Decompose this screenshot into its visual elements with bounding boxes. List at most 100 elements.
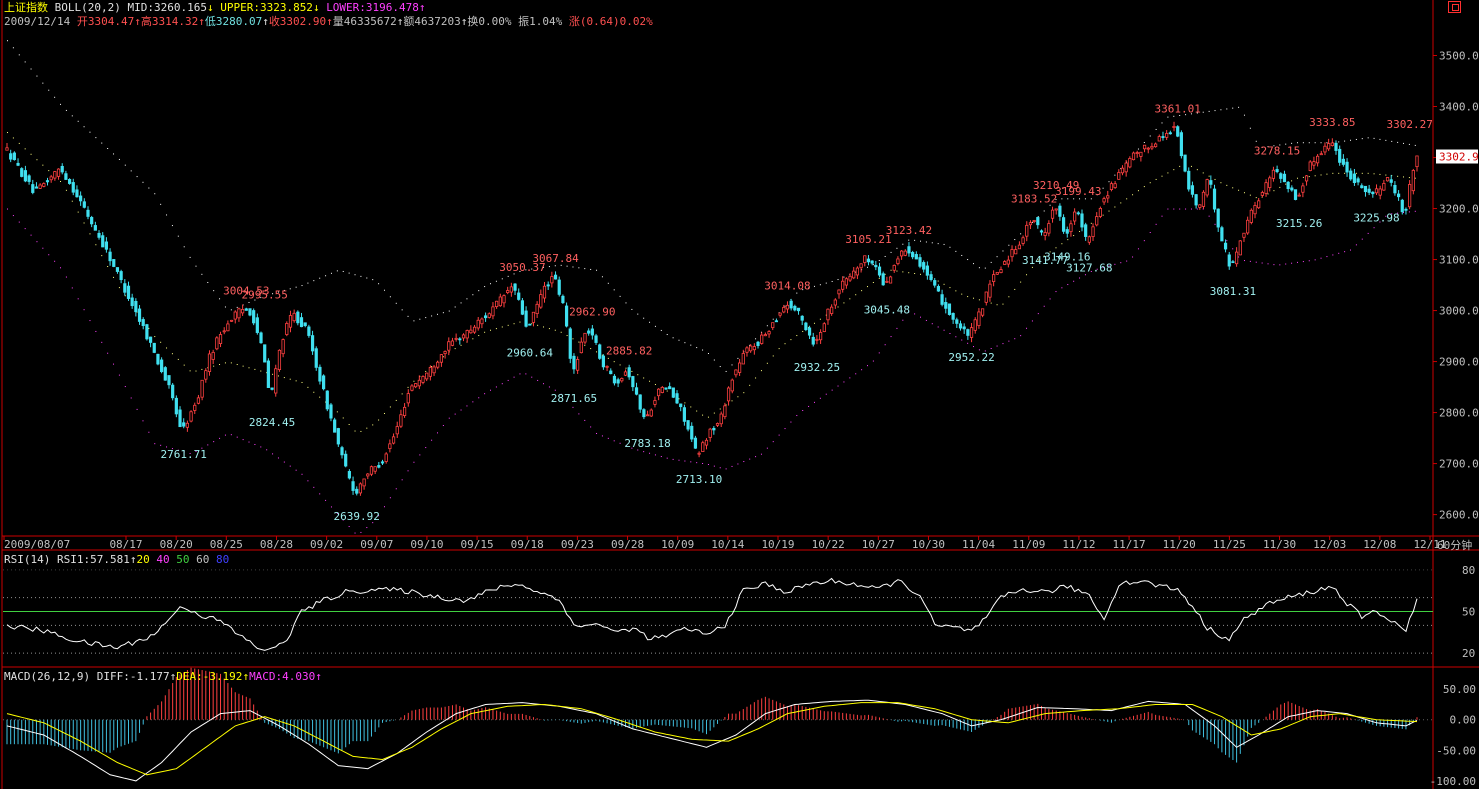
band-dot [366,527,368,529]
candle-body [439,354,444,363]
candle-body [859,263,863,269]
candle-body [564,305,569,327]
band-dot [507,275,509,277]
candle-body [299,317,304,328]
band-dot [501,326,503,328]
band-dot [1414,210,1416,212]
macd-y-tick-label: 50.00 [1443,683,1476,696]
macd-header: MACD(26,12,9) DIFF:-1.177↑DEA:-3.192↑MAC… [4,670,322,683]
candle-body [675,393,679,404]
band-dot [601,354,603,356]
band-dot [1291,262,1293,264]
band-dot [89,131,91,133]
candle-body [502,295,506,304]
candle-body [1367,188,1371,193]
maximize-icon[interactable] [1448,1,1461,13]
band-dot [1208,215,1210,217]
band-dot [1403,176,1405,178]
band-dot [166,214,168,216]
candle-body [760,334,764,344]
band-dot [336,411,338,413]
candle-body [1028,222,1033,226]
candle-body [701,442,705,452]
band-dot [77,211,79,213]
band-dot [784,343,786,345]
band-dot [1002,343,1004,345]
candle-body [1371,191,1375,195]
band-dot [1326,256,1328,258]
band-dot [890,251,892,253]
band-dot [213,290,215,292]
candle-body [1165,133,1169,138]
band-dot [1202,172,1204,174]
band-dot [1043,210,1045,212]
band-dot [189,452,191,454]
band-dot [1403,142,1405,144]
band-dot [260,370,262,372]
band-dot [18,221,20,223]
candle-body [1235,251,1239,265]
candle-body [1043,232,1047,236]
band-dot [1196,169,1198,171]
band-dot [1232,248,1234,250]
band-dot [425,370,427,372]
price-low-label: 3045.48 [864,304,910,317]
candle-body [23,170,28,182]
band-dot [1232,107,1234,109]
candle-body [1260,192,1264,196]
candle-body [899,250,904,257]
band-dot [195,450,197,452]
band-dot [1302,261,1304,263]
band-dot [1132,256,1134,258]
candle-body [495,300,499,307]
band-dot [1155,178,1157,180]
candle-body [793,305,797,311]
band-dot [778,434,780,436]
band-dot [295,380,297,382]
band-dot [566,400,568,402]
band-dot [330,506,332,508]
band-dot [207,444,209,446]
band-dot [896,247,898,249]
band-dot [1196,208,1198,210]
candle-body [1091,226,1095,238]
x-tick-label: 11/20 [1163,538,1196,551]
band-dot [861,369,863,371]
band-dot [177,358,179,360]
band-dot [531,268,533,270]
band-dot [725,468,727,470]
band-dot [266,449,268,451]
band-dot [1067,239,1069,241]
band-dot [537,324,539,326]
candle-body [506,290,510,294]
band-dot [113,276,115,278]
band-dot [36,75,38,77]
band-dot [95,137,97,139]
band-dot [548,328,550,330]
band-dot [1273,145,1275,147]
band-dot [42,164,44,166]
candle-body [874,264,878,268]
band-dot [236,364,238,366]
band-dot [831,389,833,391]
band-dot [407,470,409,472]
candle-body [60,165,64,173]
candle-body [645,414,650,417]
period-label[interactable]: 60分钟 [1437,539,1473,552]
band-dot [71,200,73,202]
band-dot [731,465,733,467]
band-dot [696,462,698,464]
candle-body [1356,178,1360,183]
band-dot [301,285,303,287]
band-dot [1355,138,1357,140]
high-value: 高3314.32 [140,15,199,28]
band-dot [1397,212,1399,214]
band-dot [266,294,268,296]
y-tick-label: 3100.0 [1439,254,1479,267]
band-dot [601,435,603,437]
band-dot [755,338,757,340]
band-dot [1079,198,1081,200]
band-dot [236,436,238,438]
candle-body [1150,145,1154,149]
